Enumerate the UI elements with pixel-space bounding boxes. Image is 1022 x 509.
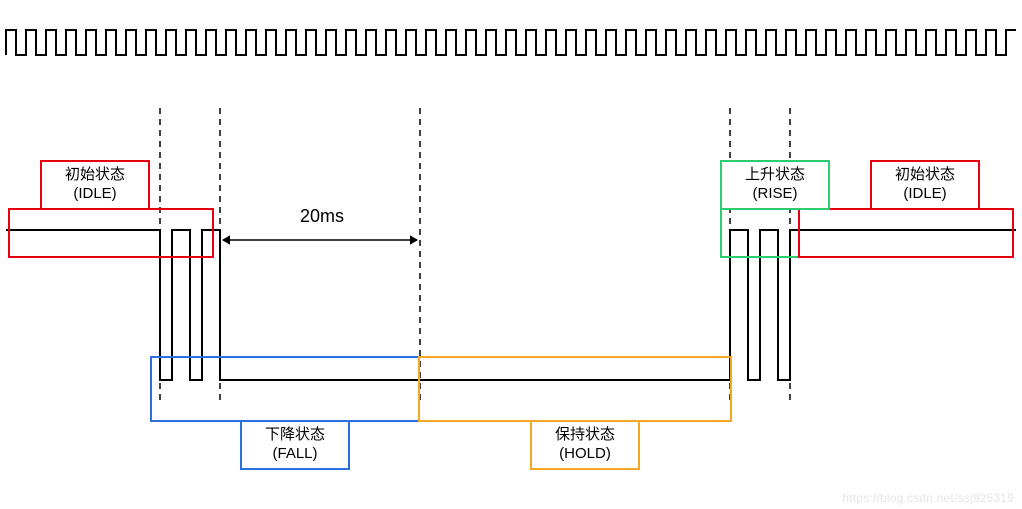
rise-label-en: (RISE) [753,185,798,204]
idle-left-label-cn: 初始状态 [65,166,125,185]
idle-right-region [798,208,1014,258]
hold-label-cn: 保持状态 [555,426,615,445]
clock-waveform [6,30,1016,55]
hold-region [418,356,732,422]
rise-region [720,208,800,258]
idle-right-label-cn: 初始状态 [895,166,955,185]
hold-label-en: (HOLD) [559,445,611,464]
rise-label-cn: 上升状态 [745,166,805,185]
idle-right-box: 初始状态 (IDLE) [870,160,980,210]
time-arrow-head-left [222,235,230,245]
idle-left-box: 初始状态 (IDLE) [40,160,150,210]
idle-left-region [8,208,214,258]
fall-label-cn: 下降状态 [265,426,325,445]
hold-box: 保持状态 (HOLD) [530,420,640,470]
idle-right-label-en: (IDLE) [903,185,946,204]
fall-label-en: (FALL) [272,445,317,464]
fall-box: 下降状态 (FALL) [240,420,350,470]
idle-left-label-en: (IDLE) [73,185,116,204]
time-arrow-label: 20ms [300,206,344,226]
time-arrow-head-right [410,235,418,245]
rise-box: 上升状态 (RISE) [720,160,830,210]
fall-region [150,356,420,422]
